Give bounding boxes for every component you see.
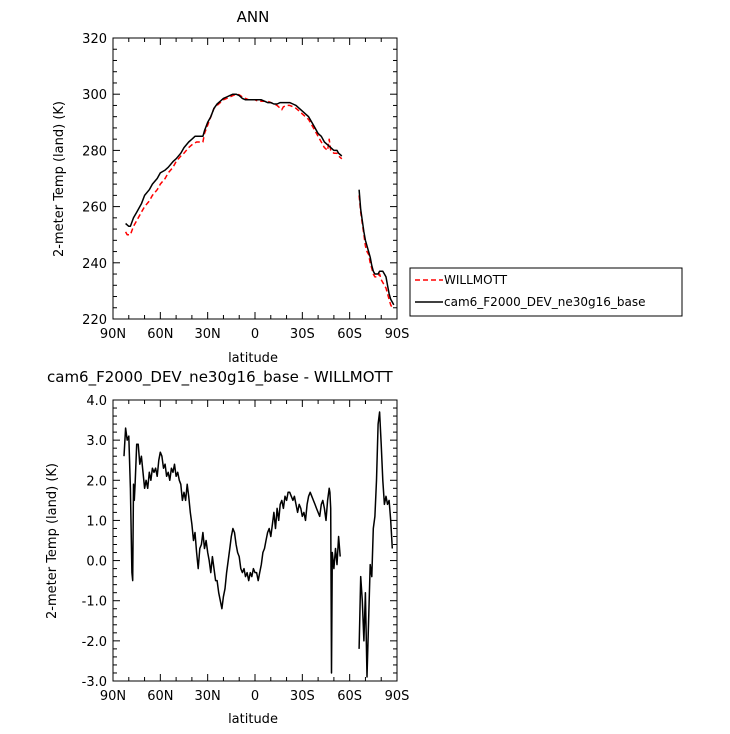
bottom-y-tick-label: -2.0 <box>82 635 107 650</box>
bottom-y-tick-label: 0.0 <box>86 555 107 570</box>
bottom-x-tick-label: 60S <box>337 689 362 704</box>
top-series-1-line-segment-1 <box>358 189 395 306</box>
bottom-chart-title: cam6_F2000_DEV_ne30g16_base - WILLMOTT <box>47 368 393 387</box>
bottom-y-tick-label: 4.0 <box>86 394 107 409</box>
top-x-tick-label: 90S <box>385 327 410 342</box>
legend-box <box>409 267 683 317</box>
bottom-x-tick-label: 30S <box>290 689 315 704</box>
top-x-tick-label: 90N <box>100 327 126 342</box>
top-y-tick-label: 240 <box>82 257 107 272</box>
bottom-x-tick-label: 0 <box>251 689 259 704</box>
top-x-tick-label: 60S <box>337 327 362 342</box>
bottom-y-tick-label: 2.0 <box>86 474 107 489</box>
top-series-0-line-segment-1 <box>358 195 394 309</box>
bottom-panel: cam6_F2000_DEV_ne30g16_base - WILLMOTT l… <box>45 368 409 727</box>
top-series-1-line-segment-0 <box>125 93 343 228</box>
top-series-0-line-segment-0 <box>124 93 343 236</box>
bottom-y-tick-label: -1.0 <box>82 595 107 610</box>
bottom-plot-frame <box>112 399 398 682</box>
bottom-y-axis-label: 2-meter Temp (land) (K) <box>45 463 60 619</box>
bottom-y-tick-label: -3.0 <box>82 675 107 690</box>
top-x-tick-label: 30S <box>290 327 315 342</box>
legend: WILLMOTT cam6_F2000_DEV_ne30g16_base <box>409 267 683 317</box>
bottom-x-tick-label: 90N <box>100 689 126 704</box>
legend-label-willmott: WILLMOTT <box>444 273 508 287</box>
bottom-series-0-line-segment-1 <box>358 411 394 678</box>
top-x-tick-label: 0 <box>251 327 259 342</box>
legend-label-cam6: cam6_F2000_DEV_ne30g16_base <box>444 295 646 309</box>
top-x-axis-label: latitude <box>228 351 278 366</box>
top-y-tick-label: 320 <box>82 32 107 47</box>
top-y-tick-label: 300 <box>82 88 107 103</box>
top-panel: ANN latitude 2-meter Temp (land) (K) 90N… <box>52 8 409 366</box>
top-y-tick-label: 280 <box>82 144 107 159</box>
top-chart-title: ANN <box>237 8 270 26</box>
top-x-tick-label: 60N <box>147 327 173 342</box>
bottom-x-tick-label: 60N <box>147 689 173 704</box>
bottom-x-tick-label: 90S <box>385 689 410 704</box>
bottom-series-0-line-segment-0 <box>123 427 341 674</box>
top-x-tick-label: 30N <box>195 327 221 342</box>
bottom-y-tick-label: 1.0 <box>86 514 107 529</box>
top-plot-frame <box>112 37 398 320</box>
top-y-tick-label: 260 <box>82 201 107 216</box>
top-y-axis-label: 2-meter Temp (land) (K) <box>52 101 67 257</box>
bottom-y-tick-label: 3.0 <box>86 434 107 449</box>
bottom-x-tick-label: 30N <box>195 689 221 704</box>
top-y-tick-label: 220 <box>82 313 107 328</box>
bottom-x-axis-label: latitude <box>228 712 278 727</box>
